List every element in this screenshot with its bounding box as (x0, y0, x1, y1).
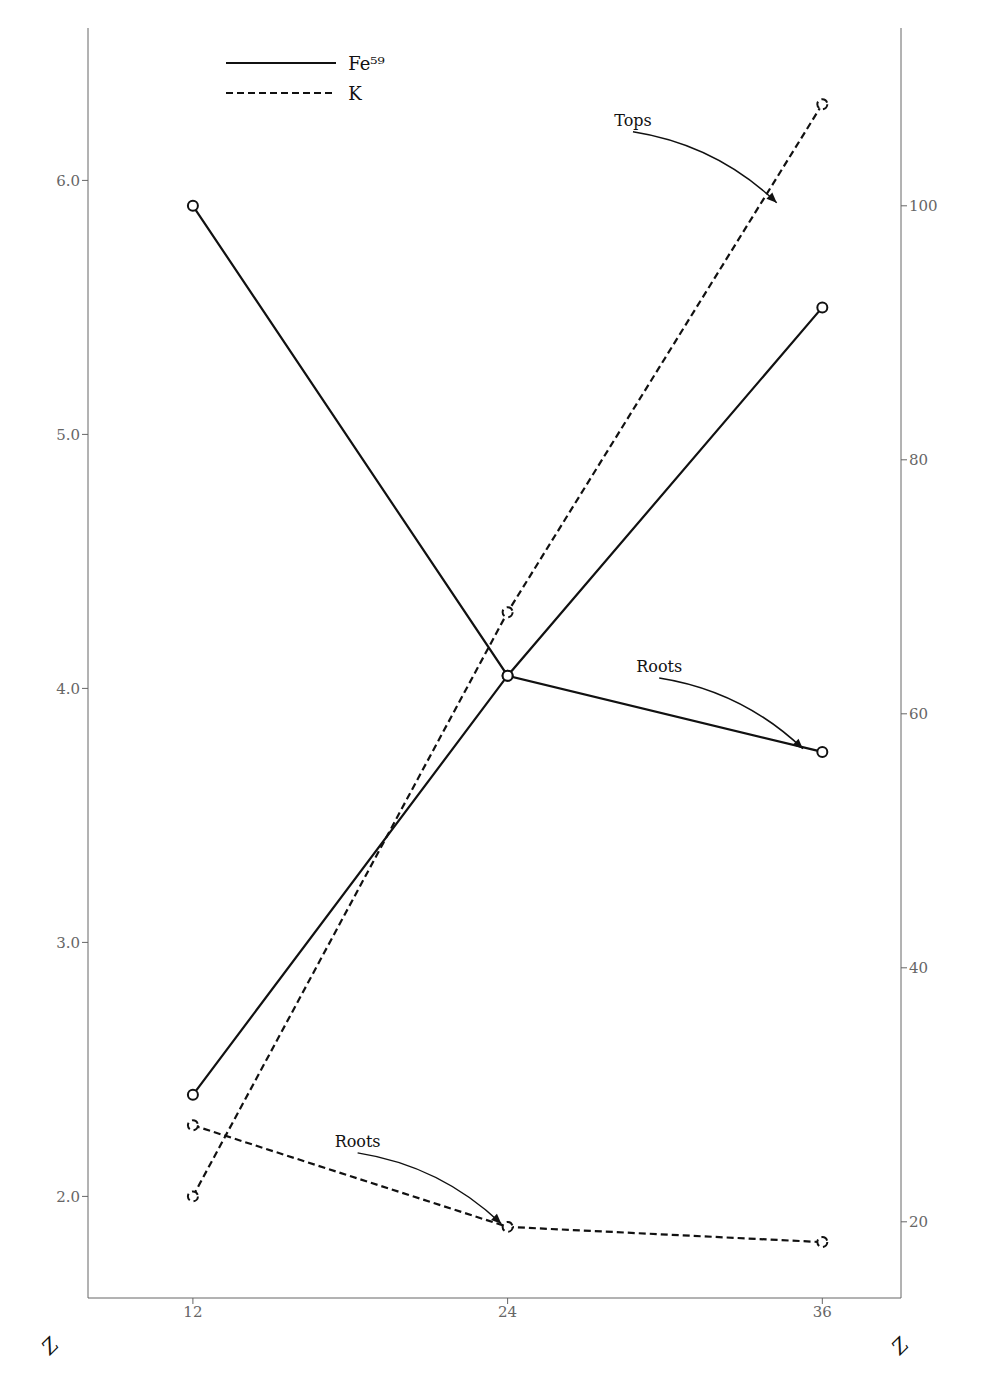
svg-text:100: 100 (909, 197, 938, 215)
svg-text:4.0: 4.0 (56, 680, 80, 698)
html-text:Fe⁵⁹: Fe⁵⁹ (348, 52, 385, 74)
html-text:K: K (348, 82, 362, 104)
svg-text:3.0: 3.0 (56, 934, 80, 952)
svg-text:24: 24 (498, 1303, 517, 1321)
html-text:Z: Z (36, 1332, 64, 1360)
svg-text:6.0: 6.0 (56, 172, 80, 190)
svg-text:5.0: 5.0 (56, 426, 80, 444)
svg-text:40: 40 (909, 959, 928, 977)
svg-text:2.0: 2.0 (56, 1188, 80, 1206)
html-text:Z: Z (886, 1332, 914, 1360)
svg-text:12: 12 (183, 1303, 202, 1321)
svg-text:Roots: Roots (636, 657, 682, 676)
svg-text:20: 20 (909, 1213, 928, 1231)
svg-text:36: 36 (813, 1303, 832, 1321)
svg-text:Roots: Roots (335, 1132, 381, 1151)
svg-text:Tops: Tops (614, 111, 652, 130)
svg-text:60: 60 (909, 705, 928, 723)
svg-text:80: 80 (909, 451, 928, 469)
